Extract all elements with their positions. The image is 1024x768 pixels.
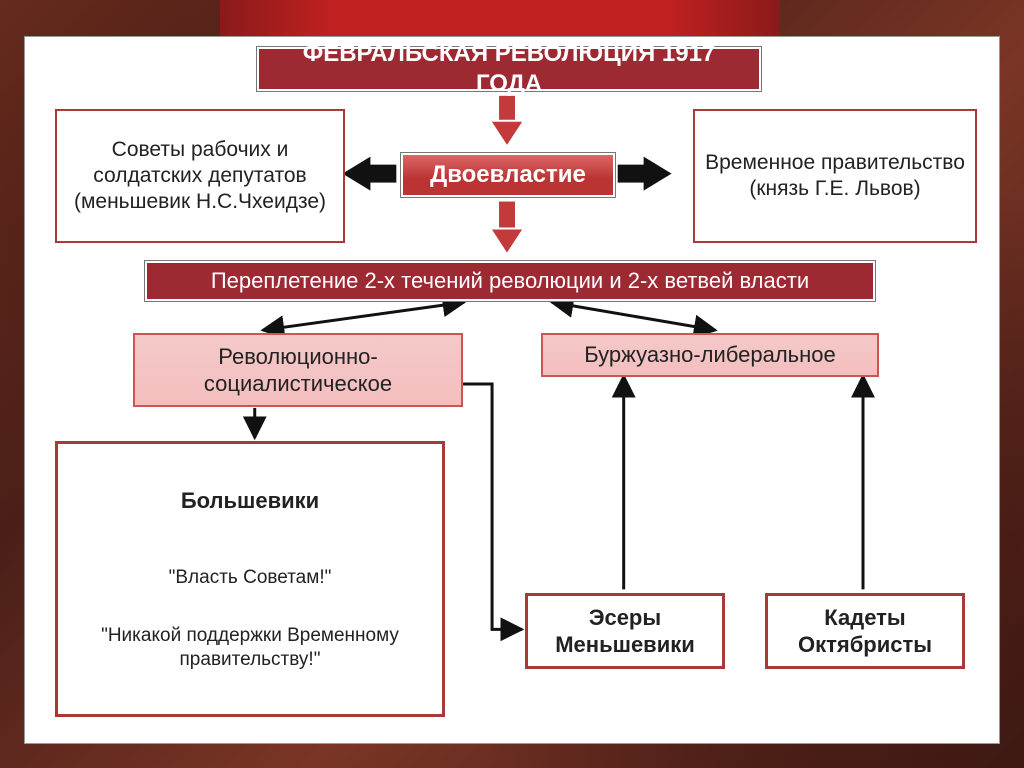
right-party-box: Кадеты Октябристы <box>765 593 965 669</box>
right-power-box: Временное правительство (князь Г.Е. Льво… <box>693 109 977 243</box>
arrow-bar-to-stream-right <box>552 302 716 330</box>
bolsheviks-slogan-2: "Никакой поддержки Временному правительс… <box>68 624 432 672</box>
diagram-frame: ФЕВРАЛЬСКАЯ РЕВОЛЮЦИЯ 1917 ГОДА Советы р… <box>24 36 1000 744</box>
bolsheviks-name: Большевики <box>181 487 319 515</box>
stream-right-box: Буржуазно-либеральное <box>541 333 879 377</box>
right-party-line2: Октябристы <box>798 631 932 659</box>
poster-strip <box>220 0 780 36</box>
center-box: Двоевластие <box>401 153 615 197</box>
left-power-box: Советы рабочих и солдатских депутатов (м… <box>55 109 345 243</box>
right-party-line1: Кадеты <box>824 604 905 632</box>
arrow-stream-left-to-esr <box>462 384 522 629</box>
title-box: ФЕВРАЛЬСКАЯ РЕВОЛЮЦИЯ 1917 ГОДА <box>257 47 761 91</box>
arrow-title-to-center <box>490 95 524 147</box>
mid-party-line2: Меньшевики <box>555 631 695 659</box>
bolsheviks-slogan-1: "Власть Советам!" <box>169 566 332 590</box>
arrow-center-to-left <box>342 157 396 191</box>
interweave-bar: Переплетение 2-х течений революции и 2-х… <box>145 261 875 301</box>
stream-left-box: Революционно-социалистическое <box>133 333 463 407</box>
arrow-bar-to-stream-left <box>263 302 464 330</box>
bolsheviks-box: Большевики "Власть Советам!" "Никакой по… <box>55 441 445 717</box>
arrow-center-to-right <box>618 157 672 191</box>
mid-party-box: Эсеры Меньшевики <box>525 593 725 669</box>
arrow-center-to-bar <box>490 201 524 255</box>
mid-party-line1: Эсеры <box>589 604 661 632</box>
